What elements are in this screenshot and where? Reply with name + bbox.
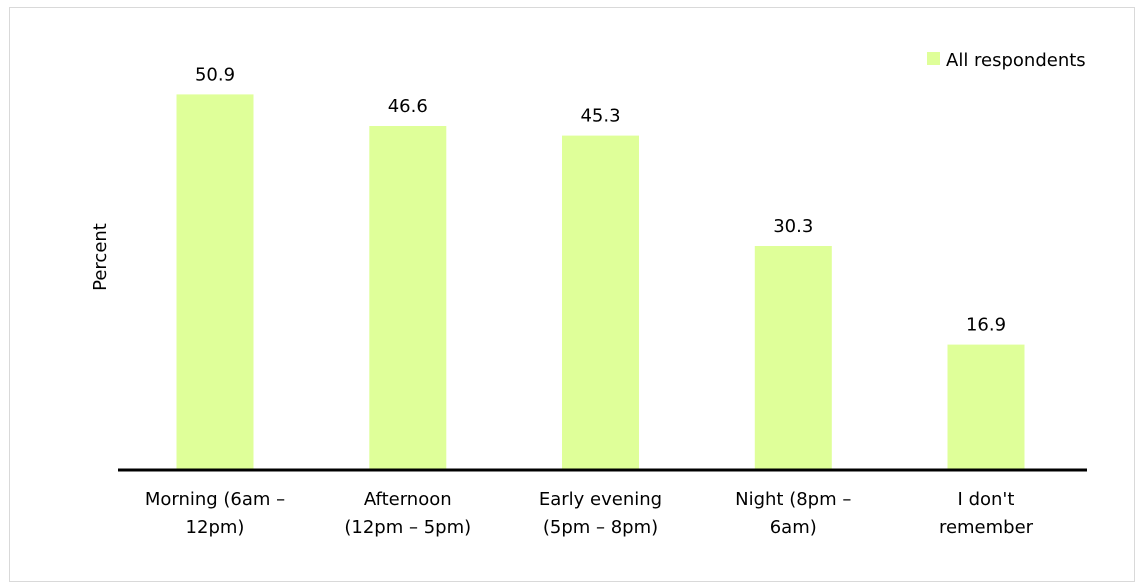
bar-value-label: 45.3 [580, 106, 620, 127]
x-tick-label: Night (8pm – [735, 489, 851, 510]
bar-value-label: 50.9 [195, 64, 235, 85]
x-tick-label: (12pm – 5pm) [344, 517, 471, 538]
bar [176, 94, 254, 470]
bar [562, 135, 639, 469]
x-tick-labels-group: Morning (6am – 12pm) Afternoon (12pm – 5pm)… [145, 489, 1034, 538]
x-tick-label: 12pm) [186, 517, 245, 538]
legend: All respondents [927, 50, 1086, 71]
bar [754, 246, 832, 469]
bar [369, 126, 447, 469]
legend-label: All respondents [946, 50, 1086, 71]
x-tick-label: Early evening [539, 489, 662, 510]
x-tick-label: Afternoon [364, 489, 452, 510]
x-tick-label: Morning (6am – [145, 489, 285, 510]
bar-value-label: 16.9 [966, 315, 1006, 336]
value-labels-group: 50.9 46.6 45.3 30.3 16.9 [195, 64, 1006, 335]
bar [947, 344, 1025, 469]
legend-swatch [927, 52, 940, 65]
bar-value-label: 30.3 [773, 216, 813, 237]
x-tick-label: (5pm – 8pm) [543, 517, 658, 538]
y-axis-title: Percent [90, 223, 111, 291]
x-tick-label: remember [939, 517, 1034, 538]
bar-value-label: 46.6 [388, 96, 428, 117]
bars-group [176, 94, 1025, 470]
x-tick-label: 6am) [770, 517, 817, 538]
x-tick-label: I don't [958, 489, 1015, 510]
